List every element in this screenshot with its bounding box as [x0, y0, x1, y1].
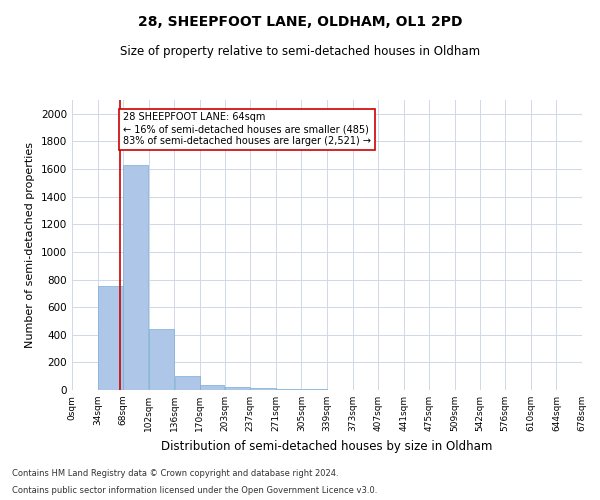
- Text: Contains HM Land Registry data © Crown copyright and database right 2024.: Contains HM Land Registry data © Crown c…: [12, 468, 338, 477]
- X-axis label: Distribution of semi-detached houses by size in Oldham: Distribution of semi-detached houses by …: [161, 440, 493, 452]
- Bar: [124, 165, 148, 390]
- Bar: [251, 388, 275, 390]
- Bar: [175, 376, 200, 390]
- Bar: [276, 388, 301, 390]
- Text: 28 SHEEPFOOT LANE: 64sqm
← 16% of semi-detached houses are smaller (485)
83% of : 28 SHEEPFOOT LANE: 64sqm ← 16% of semi-d…: [123, 112, 371, 146]
- Y-axis label: Number of semi-detached properties: Number of semi-detached properties: [25, 142, 35, 348]
- Text: Size of property relative to semi-detached houses in Oldham: Size of property relative to semi-detach…: [120, 45, 480, 58]
- Bar: [200, 385, 224, 390]
- Bar: [149, 329, 174, 390]
- Bar: [302, 388, 327, 390]
- Text: 28, SHEEPFOOT LANE, OLDHAM, OL1 2PD: 28, SHEEPFOOT LANE, OLDHAM, OL1 2PD: [138, 15, 462, 29]
- Text: Contains public sector information licensed under the Open Government Licence v3: Contains public sector information licen…: [12, 486, 377, 495]
- Bar: [98, 286, 123, 390]
- Bar: [225, 386, 250, 390]
